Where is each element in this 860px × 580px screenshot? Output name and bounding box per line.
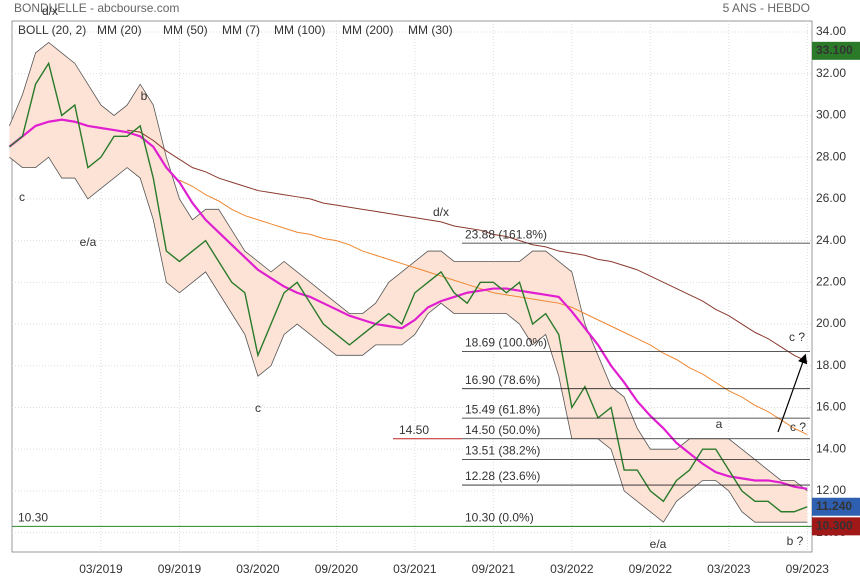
bollinger-upper <box>9 41 808 492</box>
wave-label: d/x <box>42 4 58 18</box>
fib-label: 10.30 (0.0%) <box>465 511 534 525</box>
y-tick-label: 32.00 <box>816 66 846 80</box>
x-tick-label: 03/2022 <box>550 562 594 576</box>
legend-entry: BOLL (20, 2) <box>18 23 86 37</box>
legend-entry: MM (7) <box>222 23 260 37</box>
chart-title: BONDUELLE - abcbourse.com <box>14 1 179 15</box>
price-tag <box>812 497 860 516</box>
y-tick-label: 24.00 <box>816 233 846 247</box>
x-tick-label: 03/2020 <box>236 562 280 576</box>
legend-entry: MM (30) <box>408 23 453 37</box>
y-tick-label: 28.00 <box>816 149 846 163</box>
legend-entry: MM (20) <box>97 23 142 37</box>
price-tag-label: 33.100 <box>816 43 853 57</box>
price-tag-label: 10.300 <box>816 519 853 533</box>
moving-average <box>8 118 808 490</box>
resistance-label: 14.50 <box>399 423 429 437</box>
support-label: 10.30 <box>18 511 48 525</box>
x-tick-label: 09/2021 <box>472 562 516 576</box>
price-tag-label: 11.240 <box>816 499 852 513</box>
y-tick-label: 14.00 <box>816 441 846 455</box>
fib-label: 16.90 (78.6%) <box>465 373 540 387</box>
y-tick-label: 22.00 <box>816 275 846 289</box>
bollinger-band <box>9 42 808 523</box>
x-tick-label: 09/2020 <box>315 562 359 576</box>
price-tag <box>812 41 860 60</box>
moving-average <box>179 179 808 436</box>
projection-arrow <box>777 353 808 433</box>
wave-label: e/a <box>650 537 667 551</box>
moving-average <box>127 129 808 363</box>
wave-label: c ? <box>789 330 805 344</box>
fib-label: 23.88 (161.8%) <box>465 227 547 241</box>
wave-label: a <box>716 417 723 431</box>
wave-label: b <box>141 89 148 103</box>
x-tick-label: 03/2021 <box>393 562 437 576</box>
y-tick-label: 34.00 <box>816 24 846 38</box>
wave-label: c <box>19 190 25 204</box>
legend-entry: MM (200) <box>342 23 393 37</box>
bollinger-lower <box>9 156 808 523</box>
price-line <box>8 61 808 513</box>
wave-label: e/a <box>80 235 97 249</box>
wave-label: c <box>255 401 261 415</box>
y-tick-label: 12.00 <box>816 483 846 497</box>
wave-label: c ? <box>790 420 806 434</box>
price-tag <box>812 517 860 536</box>
chart-subtitle: 5 ANS - HEBDO <box>723 1 810 15</box>
legend-entry: MM (50) <box>163 23 208 37</box>
wave-label: d/x <box>433 205 449 219</box>
y-tick-label: 18.00 <box>816 358 846 372</box>
fib-label: 14.50 (50.0%) <box>465 423 540 437</box>
x-tick-label: 03/2023 <box>707 562 751 576</box>
x-tick-label: 09/2019 <box>158 562 202 576</box>
fib-label: 12.28 (23.6%) <box>465 469 540 483</box>
x-tick-label: 09/2022 <box>629 562 673 576</box>
x-tick-label: 03/2019 <box>79 562 123 576</box>
wave-label: b ? <box>787 534 804 548</box>
x-tick-label: 09/2023 <box>786 562 830 576</box>
y-tick-label: 30.00 <box>816 108 846 122</box>
fib-label: 18.69 (100.0%) <box>465 336 547 350</box>
y-tick-label: 16.00 <box>816 400 846 414</box>
fib-label: 13.51 (38.2%) <box>465 444 540 458</box>
y-tick-label: 26.00 <box>816 191 846 205</box>
legend-entry: MM (100) <box>274 23 325 37</box>
fib-label: 15.49 (61.8%) <box>465 402 540 416</box>
y-tick-label: 20.00 <box>816 316 846 330</box>
